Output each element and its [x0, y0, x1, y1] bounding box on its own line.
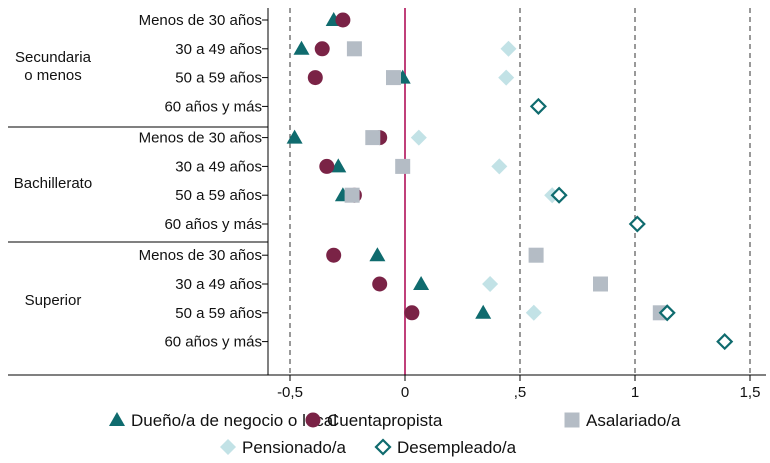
category-label: 30 a 49 años	[175, 41, 262, 58]
point-square	[395, 158, 411, 174]
point-square	[593, 276, 608, 292]
legend: Dueño/a de negocio o localCuentapropista…	[109, 411, 681, 457]
point-triangle	[293, 40, 310, 55]
point-diamond-open	[716, 333, 734, 351]
point-diamond-open	[658, 304, 676, 322]
point-circle	[404, 305, 420, 321]
legend-label: Pensionado/a	[242, 438, 347, 457]
legend-label: Cuentapropista	[327, 411, 443, 430]
x-tick-label: ,5	[514, 384, 527, 401]
point-circle	[326, 247, 342, 263]
legend-marker-circle	[305, 412, 321, 428]
category-label: 60 años y más	[164, 334, 262, 351]
point-circle	[372, 276, 388, 292]
legend-label: Desempleado/a	[397, 438, 517, 457]
point-diamond-open	[550, 186, 568, 204]
category-label: 50 a 59 años	[175, 187, 262, 204]
legend-marker-diamond-open	[374, 438, 392, 456]
x-tick-label: 1	[631, 384, 639, 401]
point-circle	[335, 12, 351, 28]
x-tick-label: -0,5	[277, 384, 303, 401]
point-triangle	[330, 158, 347, 173]
category-label: 50 a 59 años	[175, 70, 262, 87]
group-label-2: Superior	[25, 292, 82, 309]
x-axis-ticks: -0,5 0 ,5 1 1,5	[277, 375, 760, 401]
point-triangle	[475, 304, 492, 319]
point-triangle	[413, 276, 430, 290]
legend-marker-triangle	[109, 412, 125, 426]
category-labels: Menos de 30 años 30 a 49 años 50 a 59 años…	[139, 12, 262, 351]
point-circle	[314, 41, 330, 57]
point-circle	[307, 70, 323, 86]
point-square	[386, 70, 401, 86]
x-tick-label: 1,5	[740, 384, 761, 401]
group-label-1: Bachillerato	[14, 175, 92, 192]
category-label: Menos de 30 años	[139, 247, 262, 264]
point-circle	[319, 158, 335, 174]
data-points	[286, 12, 734, 351]
category-label: 30 a 49 años	[175, 276, 262, 293]
category-label: 50 a 59 años	[175, 305, 262, 322]
point-diamond-open	[529, 97, 547, 115]
legend-label: Dueño/a de negocio o local	[131, 411, 337, 430]
point-triangle	[286, 129, 303, 144]
x-tick-label: 0	[401, 384, 409, 401]
group-label-0: o menos	[24, 67, 82, 84]
legend-marker-square	[564, 412, 580, 428]
legend-label: Asalariado/a	[586, 411, 681, 430]
point-diamond	[482, 276, 499, 292]
point-square	[346, 41, 362, 57]
category-label: 60 años y más	[164, 216, 262, 233]
point-square	[344, 187, 360, 203]
category-label: 60 años y más	[164, 98, 262, 115]
point-diamond-open	[628, 215, 646, 233]
point-diamond	[500, 40, 517, 57]
point-diamond	[410, 129, 427, 146]
category-label: Menos de 30 años	[139, 12, 262, 29]
category-label: 30 a 49 años	[175, 158, 262, 175]
point-square	[365, 130, 381, 146]
point-diamond	[491, 158, 508, 175]
point-diamond	[498, 69, 515, 86]
category-label: Menos de 30 años	[139, 130, 262, 147]
point-triangle	[369, 247, 386, 262]
legend-marker-diamond	[220, 439, 236, 455]
point-diamond	[525, 304, 542, 321]
point-square	[528, 247, 544, 263]
axes	[8, 8, 766, 376]
group-label-0: Secundaria	[15, 49, 92, 66]
